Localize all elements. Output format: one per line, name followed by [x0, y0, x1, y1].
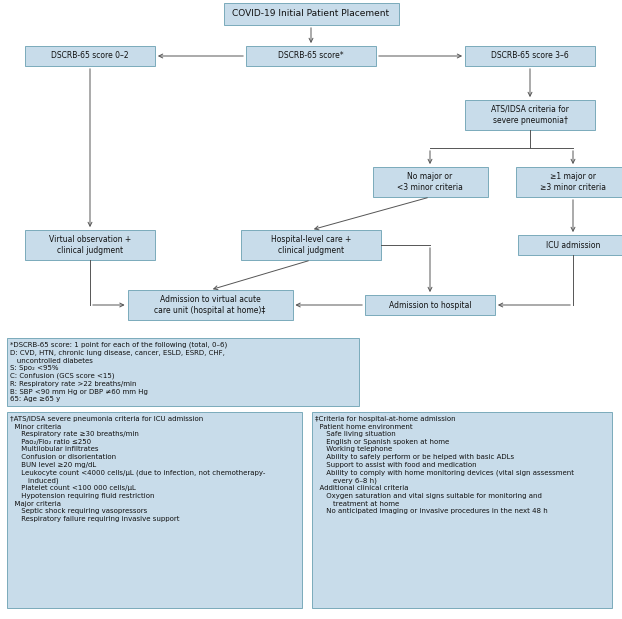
Text: Admission to hospital: Admission to hospital	[389, 300, 471, 310]
Text: DSCRB-65 score 3–6: DSCRB-65 score 3–6	[491, 51, 569, 61]
Text: DSCRB-65 score*: DSCRB-65 score*	[278, 51, 344, 61]
FancyBboxPatch shape	[465, 100, 595, 130]
FancyBboxPatch shape	[7, 412, 302, 608]
FancyBboxPatch shape	[25, 46, 155, 66]
FancyBboxPatch shape	[365, 295, 495, 315]
FancyBboxPatch shape	[373, 167, 488, 197]
Text: ‡Criteria for hospital-at-home admission
  Patient home environment
     Safe li: ‡Criteria for hospital-at-home admission…	[315, 416, 574, 514]
Text: ≥1 major or
≥3 minor criteria: ≥1 major or ≥3 minor criteria	[540, 172, 606, 193]
FancyBboxPatch shape	[241, 230, 381, 260]
FancyBboxPatch shape	[246, 46, 376, 66]
Text: No major or
<3 minor criteria: No major or <3 minor criteria	[397, 172, 463, 193]
FancyBboxPatch shape	[128, 290, 292, 320]
Text: DSCRB-65 score 0–2: DSCRB-65 score 0–2	[51, 51, 129, 61]
FancyBboxPatch shape	[25, 230, 155, 260]
FancyBboxPatch shape	[516, 167, 622, 197]
FancyBboxPatch shape	[518, 235, 622, 255]
Text: *DSCRB-65 score: 1 point for each of the following (total, 0–6)
D: CVD, HTN, chr: *DSCRB-65 score: 1 point for each of the…	[10, 342, 227, 402]
FancyBboxPatch shape	[7, 338, 359, 406]
FancyBboxPatch shape	[223, 3, 399, 25]
Text: †ATS/IDSA severe pneumonia criteria for ICU admission
  Minor criteria
     Resp: †ATS/IDSA severe pneumonia criteria for …	[10, 416, 266, 522]
Text: ATS/IDSA criteria for
severe pneumonia†: ATS/IDSA criteria for severe pneumonia†	[491, 105, 569, 125]
Text: ICU admission: ICU admission	[546, 241, 600, 249]
Text: COVID-19 Initial Patient Placement: COVID-19 Initial Patient Placement	[233, 9, 389, 19]
Text: Admission to virtual acute
care unit (hospital at home)‡: Admission to virtual acute care unit (ho…	[154, 295, 266, 315]
FancyBboxPatch shape	[312, 412, 612, 608]
FancyBboxPatch shape	[465, 46, 595, 66]
Text: Hospital-level care +
clinical judgment: Hospital-level care + clinical judgment	[271, 235, 351, 255]
Text: Virtual observation +
clinical judgment: Virtual observation + clinical judgment	[49, 235, 131, 255]
